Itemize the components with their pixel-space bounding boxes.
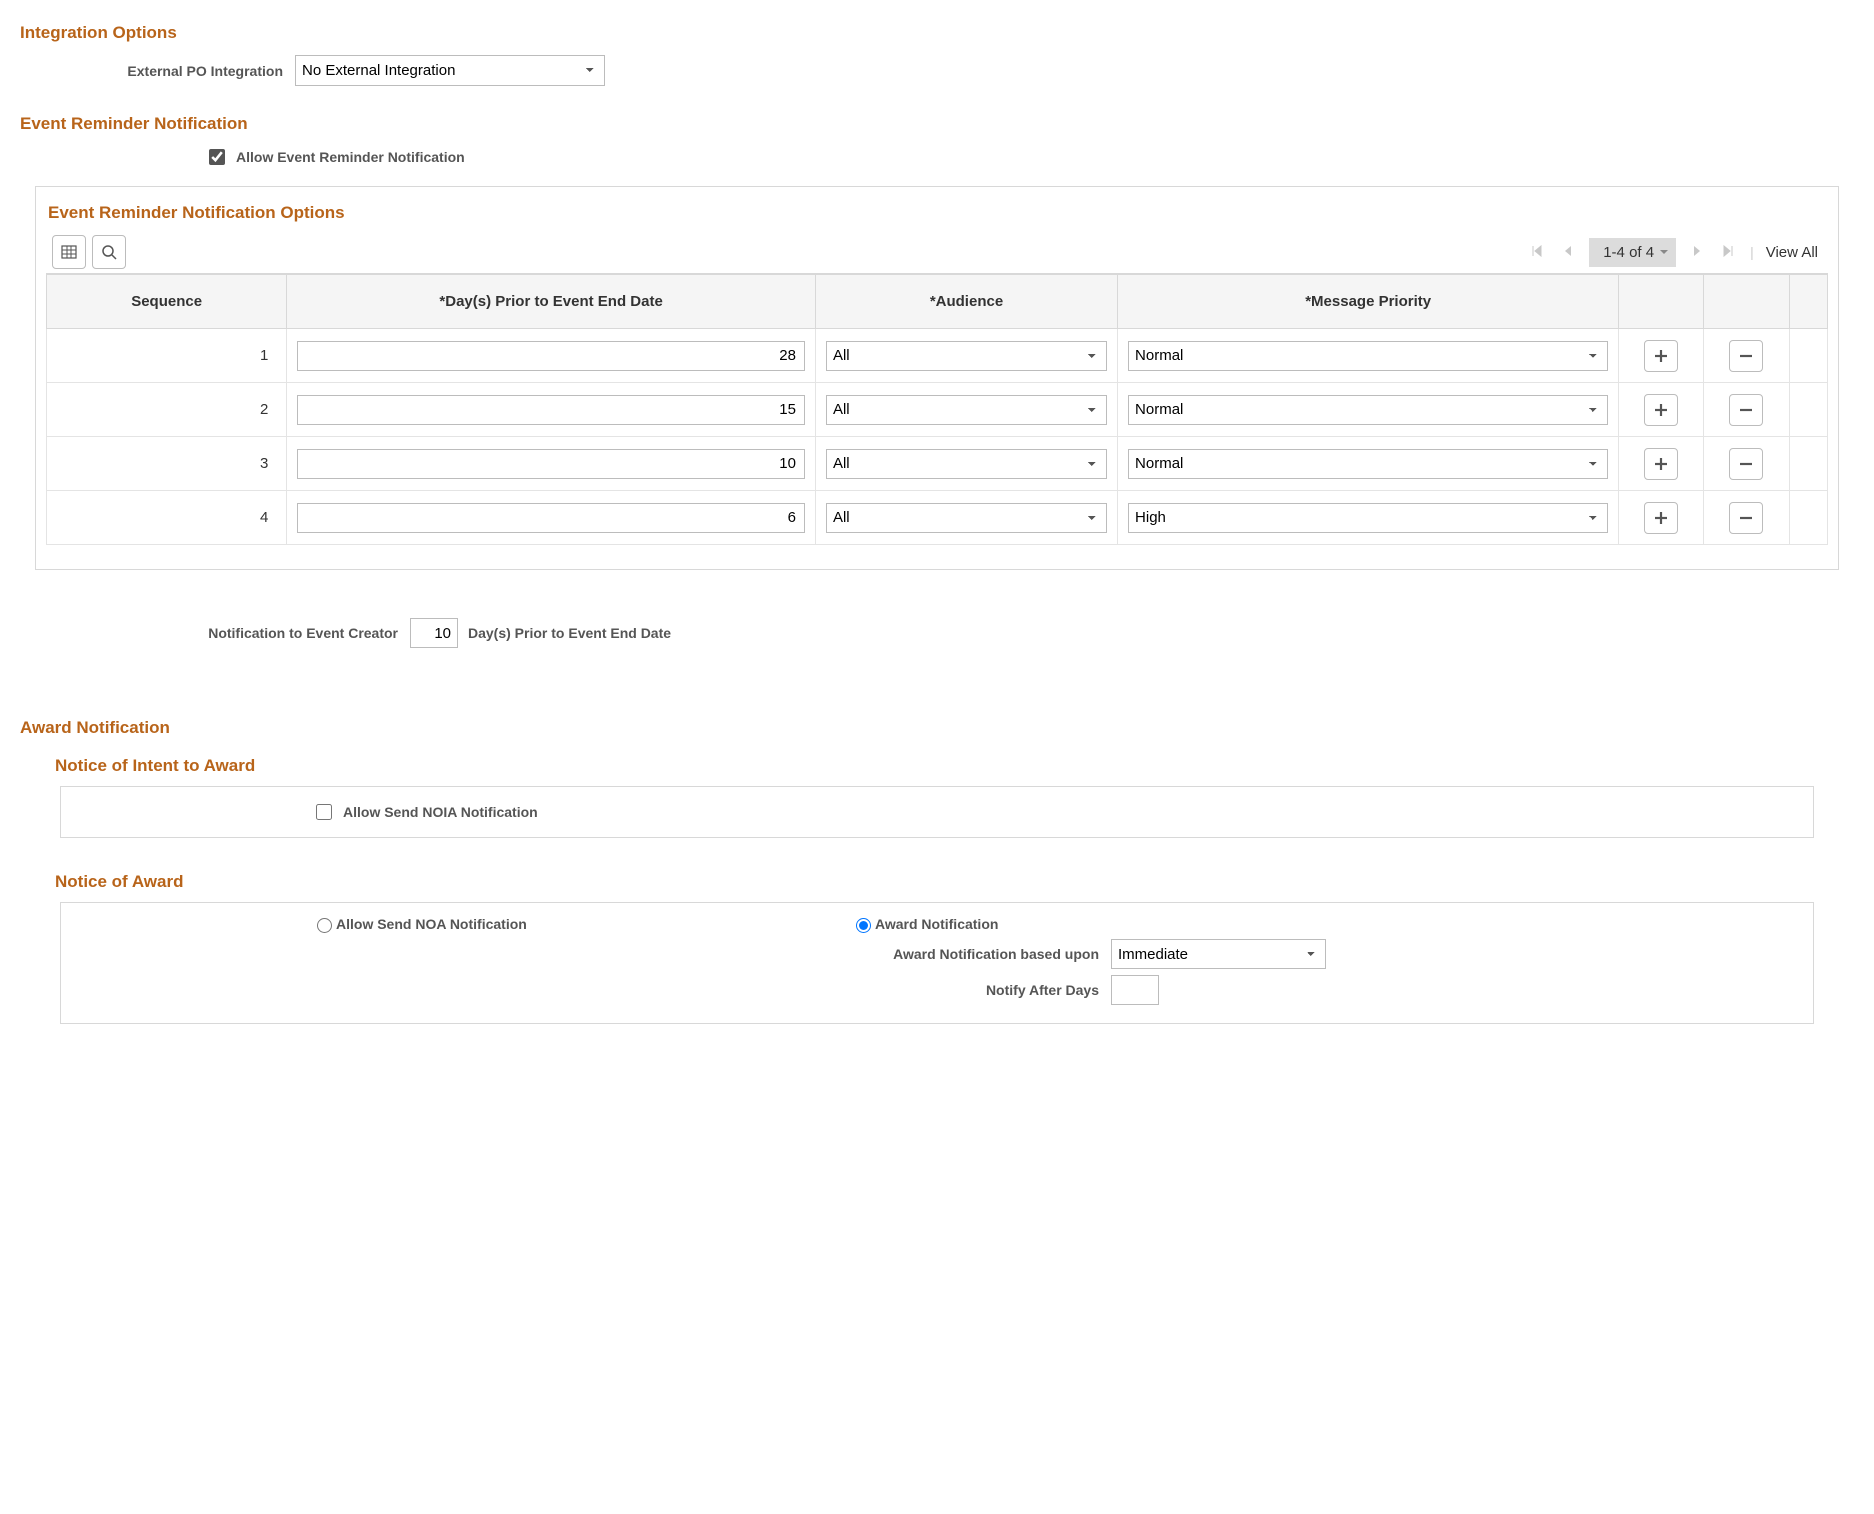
priority-cell: Normal (1118, 329, 1619, 383)
table-row: 4 All High (47, 491, 1828, 545)
noa-header: Notice of Award (55, 872, 1854, 892)
first-page-icon[interactable] (1527, 244, 1547, 260)
seq-cell: 4 (47, 491, 287, 545)
seq-cell: 3 (47, 437, 287, 491)
priority-select[interactable]: Normal (1128, 341, 1608, 371)
days-cell (287, 329, 816, 383)
audience-select[interactable]: All (826, 395, 1107, 425)
add-cell (1619, 383, 1704, 437)
add-cell (1619, 437, 1704, 491)
spacer-cell (1789, 383, 1828, 437)
reminder-options-grid-container: Event Reminder Notification Options 1-4 … (35, 186, 1839, 570)
allow-reminder-label: Allow Event Reminder Notification (236, 149, 465, 165)
audience-cell: All (815, 437, 1117, 491)
noa-based-select[interactable]: Immediate (1111, 939, 1326, 969)
del-cell (1704, 491, 1789, 545)
seq-cell: 1 (47, 329, 287, 383)
spacer-cell (1789, 491, 1828, 545)
notify-after-input[interactable] (1111, 975, 1159, 1005)
priority-select[interactable]: High (1128, 503, 1608, 533)
audience-cell: All (815, 329, 1117, 383)
audience-select[interactable]: All (826, 503, 1107, 533)
priority-cell: High (1118, 491, 1619, 545)
creator-notify-label: Notification to Event Creator (20, 625, 410, 641)
table-row: 2 All Normal (47, 383, 1828, 437)
add-cell (1619, 491, 1704, 545)
add-row-button[interactable] (1644, 394, 1678, 426)
del-cell (1704, 383, 1789, 437)
allow-reminder-checkbox[interactable] (209, 149, 225, 165)
noa-award-label: Award Notification (875, 916, 998, 932)
col-sequence: Sequence (47, 275, 287, 329)
noia-label: Allow Send NOIA Notification (343, 804, 538, 820)
add-row-button[interactable] (1644, 340, 1678, 372)
priority-cell: Normal (1118, 383, 1619, 437)
col-del (1704, 275, 1789, 329)
page-info[interactable]: 1-4 of 4 (1589, 238, 1676, 267)
grid-settings-icon[interactable] (52, 235, 86, 269)
reminder-options-header: Event Reminder Notification Options (48, 203, 1828, 223)
add-cell (1619, 329, 1704, 383)
priority-select[interactable]: Normal (1128, 449, 1608, 479)
table-row: 3 All Normal (47, 437, 1828, 491)
days-input[interactable] (297, 503, 805, 533)
delete-row-button[interactable] (1729, 394, 1763, 426)
audience-select[interactable]: All (826, 449, 1107, 479)
last-page-icon[interactable] (1718, 244, 1738, 260)
integration-options-header: Integration Options (20, 23, 1854, 43)
delete-row-button[interactable] (1729, 448, 1763, 480)
del-cell (1704, 437, 1789, 491)
col-days: *Day(s) Prior to Event End Date (287, 275, 816, 329)
days-input[interactable] (297, 449, 805, 479)
add-row-button[interactable] (1644, 502, 1678, 534)
audience-select[interactable]: All (826, 341, 1107, 371)
days-cell (287, 383, 816, 437)
spacer-cell (1789, 329, 1828, 383)
search-icon[interactable] (92, 235, 126, 269)
priority-cell: Normal (1118, 437, 1619, 491)
view-all-link[interactable]: View All (1766, 244, 1822, 261)
col-spacer (1789, 275, 1828, 329)
noia-box: Allow Send NOIA Notification (60, 786, 1814, 838)
noia-checkbox[interactable] (316, 804, 332, 820)
prev-page-icon[interactable] (1559, 244, 1577, 260)
notify-after-label: Notify After Days (851, 982, 1111, 998)
award-notification-header: Award Notification (20, 718, 1854, 738)
creator-days-input[interactable] (410, 618, 458, 648)
external-po-label: External PO Integration (90, 63, 295, 79)
noa-based-label: Award Notification based upon (851, 946, 1111, 962)
noa-box: Allow Send NOA Notification Award Notifi… (60, 902, 1814, 1024)
noa-allow-radio[interactable] (317, 918, 332, 933)
noa-award-radio[interactable] (856, 918, 871, 933)
creator-days-suffix: Day(s) Prior to Event End Date (468, 625, 671, 641)
days-cell (287, 437, 816, 491)
reminder-options-table: Sequence *Day(s) Prior to Event End Date… (46, 274, 1828, 545)
col-priority: *Message Priority (1118, 275, 1619, 329)
noa-allow-label: Allow Send NOA Notification (336, 916, 527, 932)
priority-select[interactable]: Normal (1128, 395, 1608, 425)
audience-cell: All (815, 491, 1117, 545)
delete-row-button[interactable] (1729, 502, 1763, 534)
delete-row-button[interactable] (1729, 340, 1763, 372)
toolbar-divider: | (1750, 244, 1754, 260)
grid-toolbar: 1-4 of 4 | View All (46, 231, 1828, 274)
spacer-cell (1789, 437, 1828, 491)
event-reminder-header: Event Reminder Notification (20, 114, 1854, 134)
days-input[interactable] (297, 395, 805, 425)
col-add (1619, 275, 1704, 329)
days-cell (287, 491, 816, 545)
noia-header: Notice of Intent to Award (55, 756, 1854, 776)
audience-cell: All (815, 383, 1117, 437)
add-row-button[interactable] (1644, 448, 1678, 480)
del-cell (1704, 329, 1789, 383)
external-po-select[interactable]: No External Integration (295, 55, 605, 86)
next-page-icon[interactable] (1688, 244, 1706, 260)
table-row: 1 All Normal (47, 329, 1828, 383)
days-input[interactable] (297, 341, 805, 371)
col-audience: *Audience (815, 275, 1117, 329)
seq-cell: 2 (47, 383, 287, 437)
